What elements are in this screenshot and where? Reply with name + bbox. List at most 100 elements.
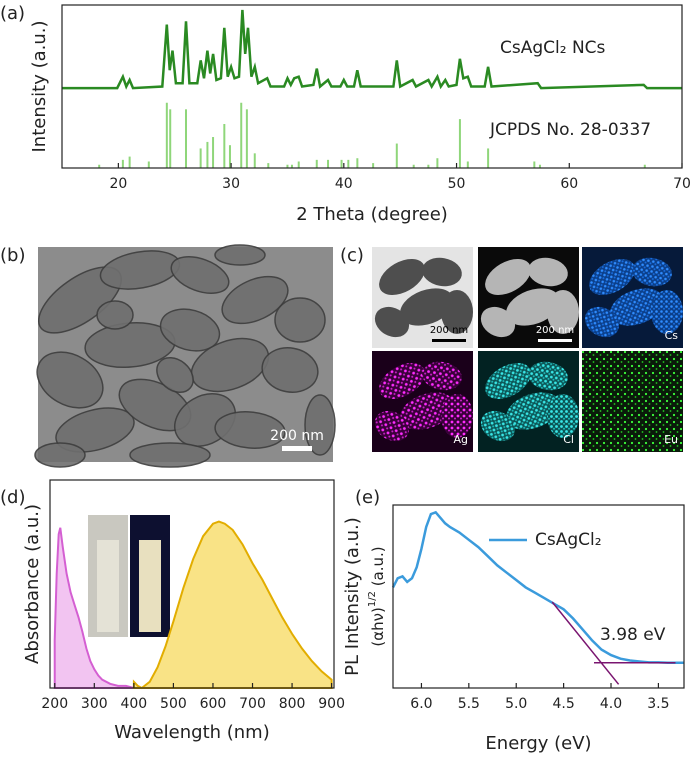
x-tick-label: 5.5 — [458, 696, 480, 712]
particle — [485, 362, 531, 400]
y-axis-label-2: (αhν)1/2 (a.u.) — [367, 546, 387, 646]
particle — [374, 410, 410, 442]
line — [62, 9, 682, 90]
x-tick-label: 30 — [222, 176, 240, 192]
cuvette-photo — [88, 515, 170, 637]
nanocrystal — [36, 351, 104, 409]
series-label: CsAgCl₂ NCs — [500, 38, 606, 58]
nanocrystal — [129, 442, 211, 468]
particle — [610, 288, 664, 326]
x-tick-label: 3.5 — [647, 696, 669, 712]
particle — [441, 290, 473, 334]
panel-label: (a) — [0, 3, 25, 24]
cuvette-liquid — [97, 540, 119, 632]
plot-frame — [49, 479, 335, 689]
line — [551, 601, 620, 685]
x-tick-label: 20 — [109, 176, 127, 192]
y-axis-label: Intensity (a.u.) — [29, 21, 50, 153]
annotation: 3.98 eV — [600, 625, 666, 645]
cuvette-glow — [139, 540, 161, 632]
nanocrystal — [261, 347, 319, 393]
plot-frame — [392, 504, 685, 689]
chart: 20 30 40 50 60 70 2 Theta (degree) Intensity (a… — [29, 4, 691, 225]
particle — [422, 257, 462, 287]
line — [391, 510, 684, 664]
particle — [651, 290, 683, 334]
scale-label: 200 nm — [430, 325, 468, 336]
panel-label: (d) — [0, 487, 25, 508]
scale-label: 200 nm — [270, 428, 324, 444]
eds-tile: Ag — [372, 351, 473, 452]
particle — [480, 410, 516, 442]
particle — [528, 361, 568, 391]
x-tick-label: 500 — [160, 696, 187, 712]
chart: 6.0 5.5 5.0 4.5 4.0 3.5 Energy (eV) PL Intensit… — [342, 504, 685, 754]
eds-tile: Cl — [478, 351, 579, 452]
nanocrystal — [214, 411, 286, 449]
tile-background — [582, 351, 683, 452]
particle — [528, 257, 568, 287]
nanocrystal — [55, 407, 135, 453]
particle — [422, 361, 462, 391]
nanocrystal — [214, 244, 266, 266]
eds-tile: 200 nm — [372, 247, 473, 348]
x-tick-label: 50 — [448, 176, 466, 192]
x-tick-label: 6.0 — [410, 696, 432, 712]
legend-label: CsAgCl₂ — [535, 530, 602, 550]
x-tick-label: 400 — [120, 696, 147, 712]
particle — [506, 392, 560, 430]
x-tick-label: 5.0 — [505, 696, 527, 712]
nanocrystal — [221, 275, 289, 325]
nanocrystal — [274, 297, 326, 343]
scale-bar — [432, 339, 466, 342]
eds-tile: 200 nm — [478, 247, 579, 348]
particle — [374, 306, 410, 338]
panel-label: (b) — [0, 245, 25, 266]
x-axis-label: Wavelength (nm) — [114, 722, 270, 743]
x-axis-label: Energy (eV) — [485, 733, 591, 754]
y-axis-label: Absorbance (a.u.) — [22, 504, 43, 664]
particle — [547, 290, 579, 334]
nanocrystal — [96, 300, 134, 330]
x-tick-label: 60 — [560, 176, 578, 192]
particle — [506, 288, 560, 326]
x-tick-label: 4.0 — [600, 696, 622, 712]
x-axis-label: 2 Theta (degree) — [296, 204, 448, 225]
particle — [400, 392, 454, 430]
particle — [485, 258, 531, 296]
y-axis-label: PL Intensity (a.u.) — [342, 517, 363, 676]
x-tick-label: 600 — [200, 696, 227, 712]
x-tick-label: 800 — [279, 696, 306, 712]
particle — [584, 306, 620, 338]
scale-bar — [538, 339, 572, 342]
nanocrystal — [34, 442, 86, 468]
particle — [379, 258, 425, 296]
plot-frame — [61, 4, 683, 169]
panel-label: (c) — [340, 245, 364, 266]
panel-label: (e) — [355, 487, 380, 508]
x-tick-label: 70 — [673, 176, 691, 192]
particle — [589, 258, 635, 296]
area — [132, 520, 333, 690]
particle — [379, 362, 425, 400]
charts: 20 30 40 50 60 70 2 Theta (degree) Intensity (a… — [22, 4, 691, 754]
x-tick-label: 900 — [318, 696, 345, 712]
x-tick-label: 300 — [81, 696, 108, 712]
particle — [441, 394, 473, 438]
particle — [547, 394, 579, 438]
label-sup: 1/2 — [367, 591, 378, 607]
label-base: (αhν) — [369, 607, 387, 646]
eds-tile: Cs — [582, 247, 683, 348]
series-label: JCPDS No. 28-0337 — [489, 120, 651, 140]
x-tick-label: 40 — [335, 176, 353, 192]
x-tick-label: 700 — [239, 696, 266, 712]
eds-tile: Eu — [582, 351, 683, 452]
eds-maps: 200 nm 200 nm Cs Ag Cl Eu — [372, 247, 683, 452]
x-tick-label: 200 — [41, 696, 68, 712]
element-label: Eu — [664, 433, 678, 446]
nanocrystal — [304, 394, 336, 456]
nanocrystal — [170, 256, 230, 294]
particle — [400, 288, 454, 326]
scale-label: 200 nm — [536, 325, 574, 336]
